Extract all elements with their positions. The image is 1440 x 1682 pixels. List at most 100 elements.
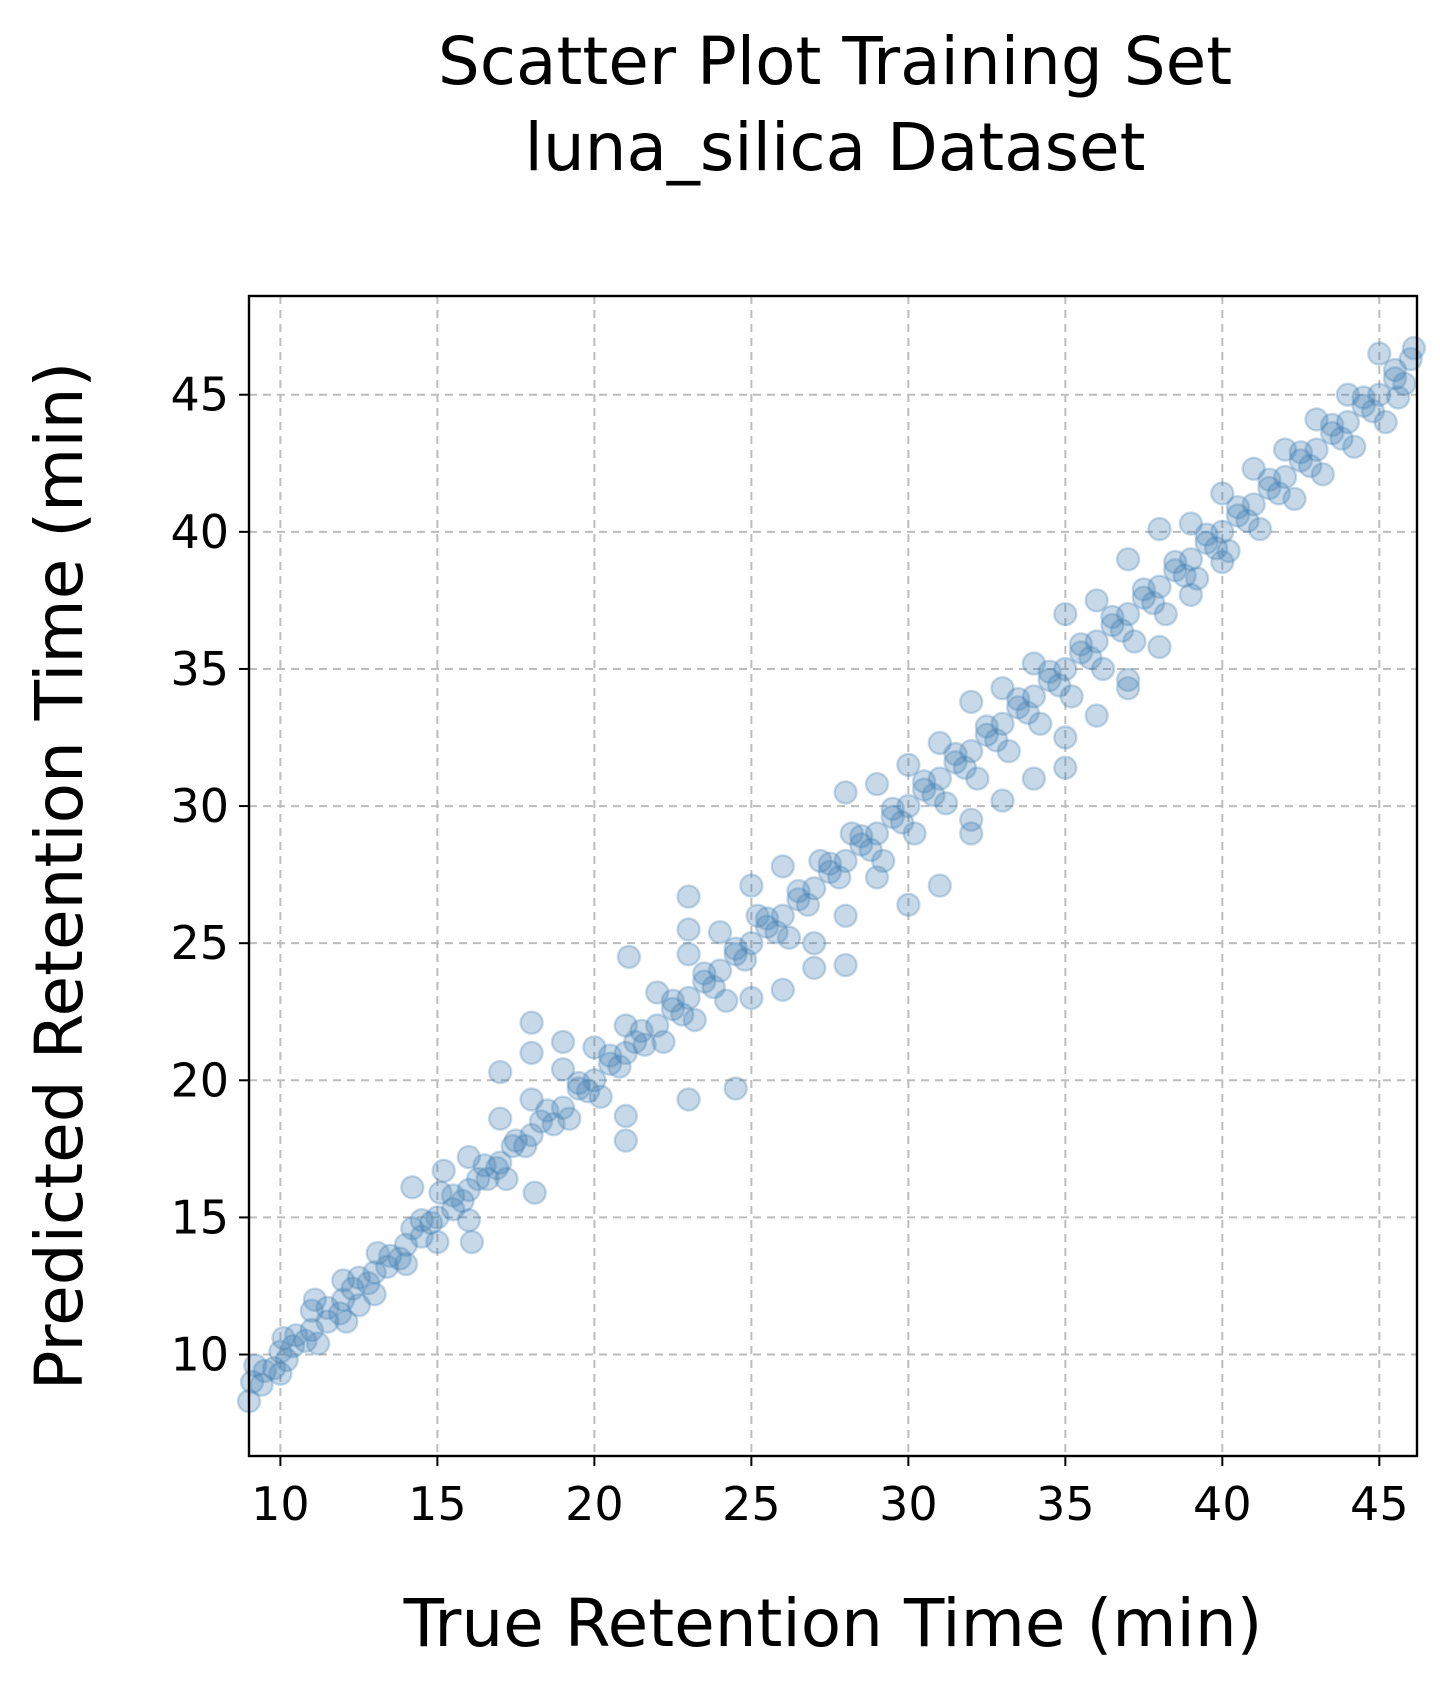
data-point — [1021, 766, 1047, 791]
data-point — [440, 1196, 466, 1222]
data-point — [400, 1175, 425, 1200]
data-point — [613, 1128, 638, 1153]
data-point — [692, 961, 717, 986]
data-point — [280, 1334, 306, 1359]
data-point — [475, 1166, 500, 1192]
data-point — [1210, 519, 1235, 544]
data-point — [1241, 492, 1266, 517]
data-point — [707, 920, 733, 945]
data-point — [484, 1155, 510, 1181]
x-axis-label: True Retention Time (min) — [403, 1585, 1263, 1662]
data-point — [1162, 558, 1188, 583]
data-point — [990, 788, 1015, 813]
data-point — [864, 821, 890, 846]
data-point — [1288, 448, 1314, 473]
data-point — [356, 1270, 381, 1296]
data-point — [597, 1051, 623, 1077]
data-point — [1084, 588, 1109, 613]
data-point — [959, 739, 984, 764]
data-point — [864, 865, 890, 890]
data-point — [1046, 673, 1072, 698]
data-point — [1147, 516, 1172, 542]
data-point — [682, 1007, 707, 1033]
data-point — [676, 985, 701, 1011]
data-point — [550, 1095, 576, 1120]
data-point — [1109, 618, 1135, 643]
data-point — [990, 711, 1015, 736]
data-point — [871, 848, 896, 874]
data-point — [302, 1287, 328, 1312]
data-point — [283, 1323, 309, 1348]
data-point — [566, 1070, 591, 1096]
y-tick-label: 20 — [170, 1053, 229, 1107]
data-point — [880, 804, 905, 830]
data-point — [632, 1032, 657, 1057]
data-point — [776, 925, 802, 950]
data-point — [494, 1166, 519, 1192]
data-point — [676, 884, 701, 909]
data-point — [739, 985, 764, 1011]
data-point — [770, 854, 795, 879]
data-point — [921, 782, 946, 808]
data-point — [1247, 516, 1273, 542]
data-point — [365, 1240, 390, 1266]
data-point — [723, 1076, 748, 1101]
data-point — [588, 1084, 613, 1110]
data-point — [1068, 640, 1094, 665]
data-point — [943, 750, 968, 775]
data-point — [959, 807, 984, 832]
x-tick-label: 30 — [879, 1477, 938, 1531]
data-point — [651, 1029, 676, 1055]
data-point — [1235, 508, 1260, 534]
data-point — [802, 955, 827, 981]
data-point — [1225, 495, 1251, 520]
data-point — [1385, 385, 1411, 410]
data-point — [1367, 341, 1392, 366]
data-point — [1178, 547, 1204, 572]
data-point — [299, 1317, 324, 1343]
data-point — [723, 942, 748, 967]
data-point — [739, 931, 764, 956]
data-point — [1382, 366, 1408, 391]
data-point — [252, 1358, 277, 1384]
data-point — [315, 1309, 340, 1334]
data-point — [375, 1254, 400, 1280]
data-point — [1373, 409, 1398, 435]
data-point — [500, 1133, 525, 1159]
data-point — [472, 1153, 497, 1178]
data-point — [425, 1205, 450, 1230]
data-point — [1319, 412, 1345, 438]
data-point — [488, 1150, 513, 1175]
data-point — [459, 1229, 485, 1255]
data-points — [236, 335, 1427, 1414]
data-point — [911, 769, 937, 794]
data-point — [519, 1122, 544, 1148]
data-point — [1059, 684, 1084, 709]
data-point — [519, 1087, 544, 1112]
data-point — [249, 1372, 274, 1397]
data-point — [1194, 522, 1219, 547]
data-point — [833, 848, 858, 874]
data-point — [670, 1002, 695, 1027]
data-point — [1037, 659, 1062, 684]
data-point — [676, 1087, 701, 1112]
data-point — [1304, 407, 1329, 432]
data-point — [1084, 629, 1109, 654]
data-point — [340, 1276, 365, 1301]
grid-lines — [249, 296, 1417, 1456]
data-point — [566, 1076, 591, 1101]
data-point — [613, 1103, 638, 1129]
data-point — [660, 988, 686, 1013]
data-point — [714, 988, 739, 1013]
y-tick-label: 25 — [170, 916, 229, 970]
data-point — [519, 1040, 544, 1066]
data-point — [346, 1265, 372, 1290]
data-point — [393, 1251, 419, 1277]
data-point — [984, 728, 1009, 753]
data-point — [623, 1029, 648, 1055]
data-point — [431, 1158, 456, 1184]
data-point — [1184, 566, 1210, 591]
data-point — [327, 1301, 353, 1326]
data-point — [1178, 511, 1204, 536]
